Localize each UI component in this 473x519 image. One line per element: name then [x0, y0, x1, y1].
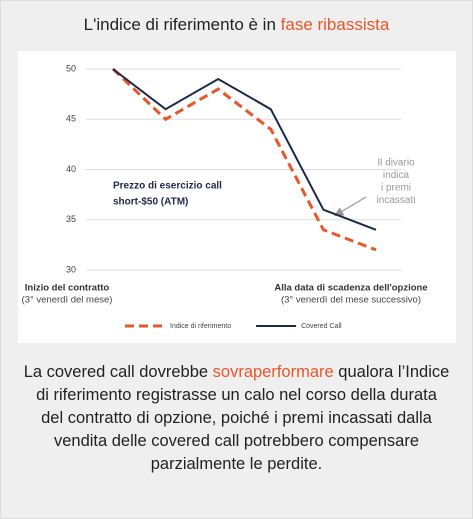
footer-highlight: sovraperformare	[212, 363, 334, 381]
line-series	[111, 67, 377, 252]
footer-text: qualora l’Indice di riferimento registra…	[36, 363, 450, 473]
y-tick-label: 35	[66, 214, 76, 224]
x-start-title: Inizio del contratto	[25, 283, 110, 294]
y-tick-label: 30	[66, 264, 76, 274]
footer: La covered call dovrebbe sovraperformare…	[1, 343, 472, 476]
x-end-title: Alla data di scadenza dell'opzione	[274, 283, 427, 294]
chart: 30 35 40 45 50 Prezzo di esercizio call short-…	[18, 51, 456, 343]
footer-text: La covered call dovrebbe	[23, 363, 209, 381]
y-tick-label: 45	[66, 114, 76, 124]
x-end-note: (3° venerdì del mese successivo)	[281, 295, 421, 306]
x-start-note: (3° venerdì del mese)	[22, 295, 113, 306]
title-highlight: fase ribassista	[280, 15, 390, 34]
strike-annotation: Prezzo di esercizio call	[113, 181, 222, 192]
gap-annotation: i premi	[381, 183, 411, 194]
gap-annotation: Il divario	[377, 158, 415, 169]
title-text: L'indice di riferimento è in	[83, 15, 276, 34]
legend-label: Covered Call	[301, 323, 342, 330]
y-tick-label: 40	[66, 164, 76, 174]
gap-arrow	[333, 196, 367, 217]
strike-annotation: short-$50 (ATM)	[113, 197, 188, 208]
gap-annotation: indica	[383, 170, 410, 181]
line-series	[112, 68, 377, 231]
gap-annotation: incassati	[377, 195, 416, 206]
legend-label: Indice di riferimento	[170, 323, 231, 330]
title: L'indice di riferimento è in fase ribass…	[1, 1, 472, 51]
y-tick-label: 50	[66, 63, 76, 73]
